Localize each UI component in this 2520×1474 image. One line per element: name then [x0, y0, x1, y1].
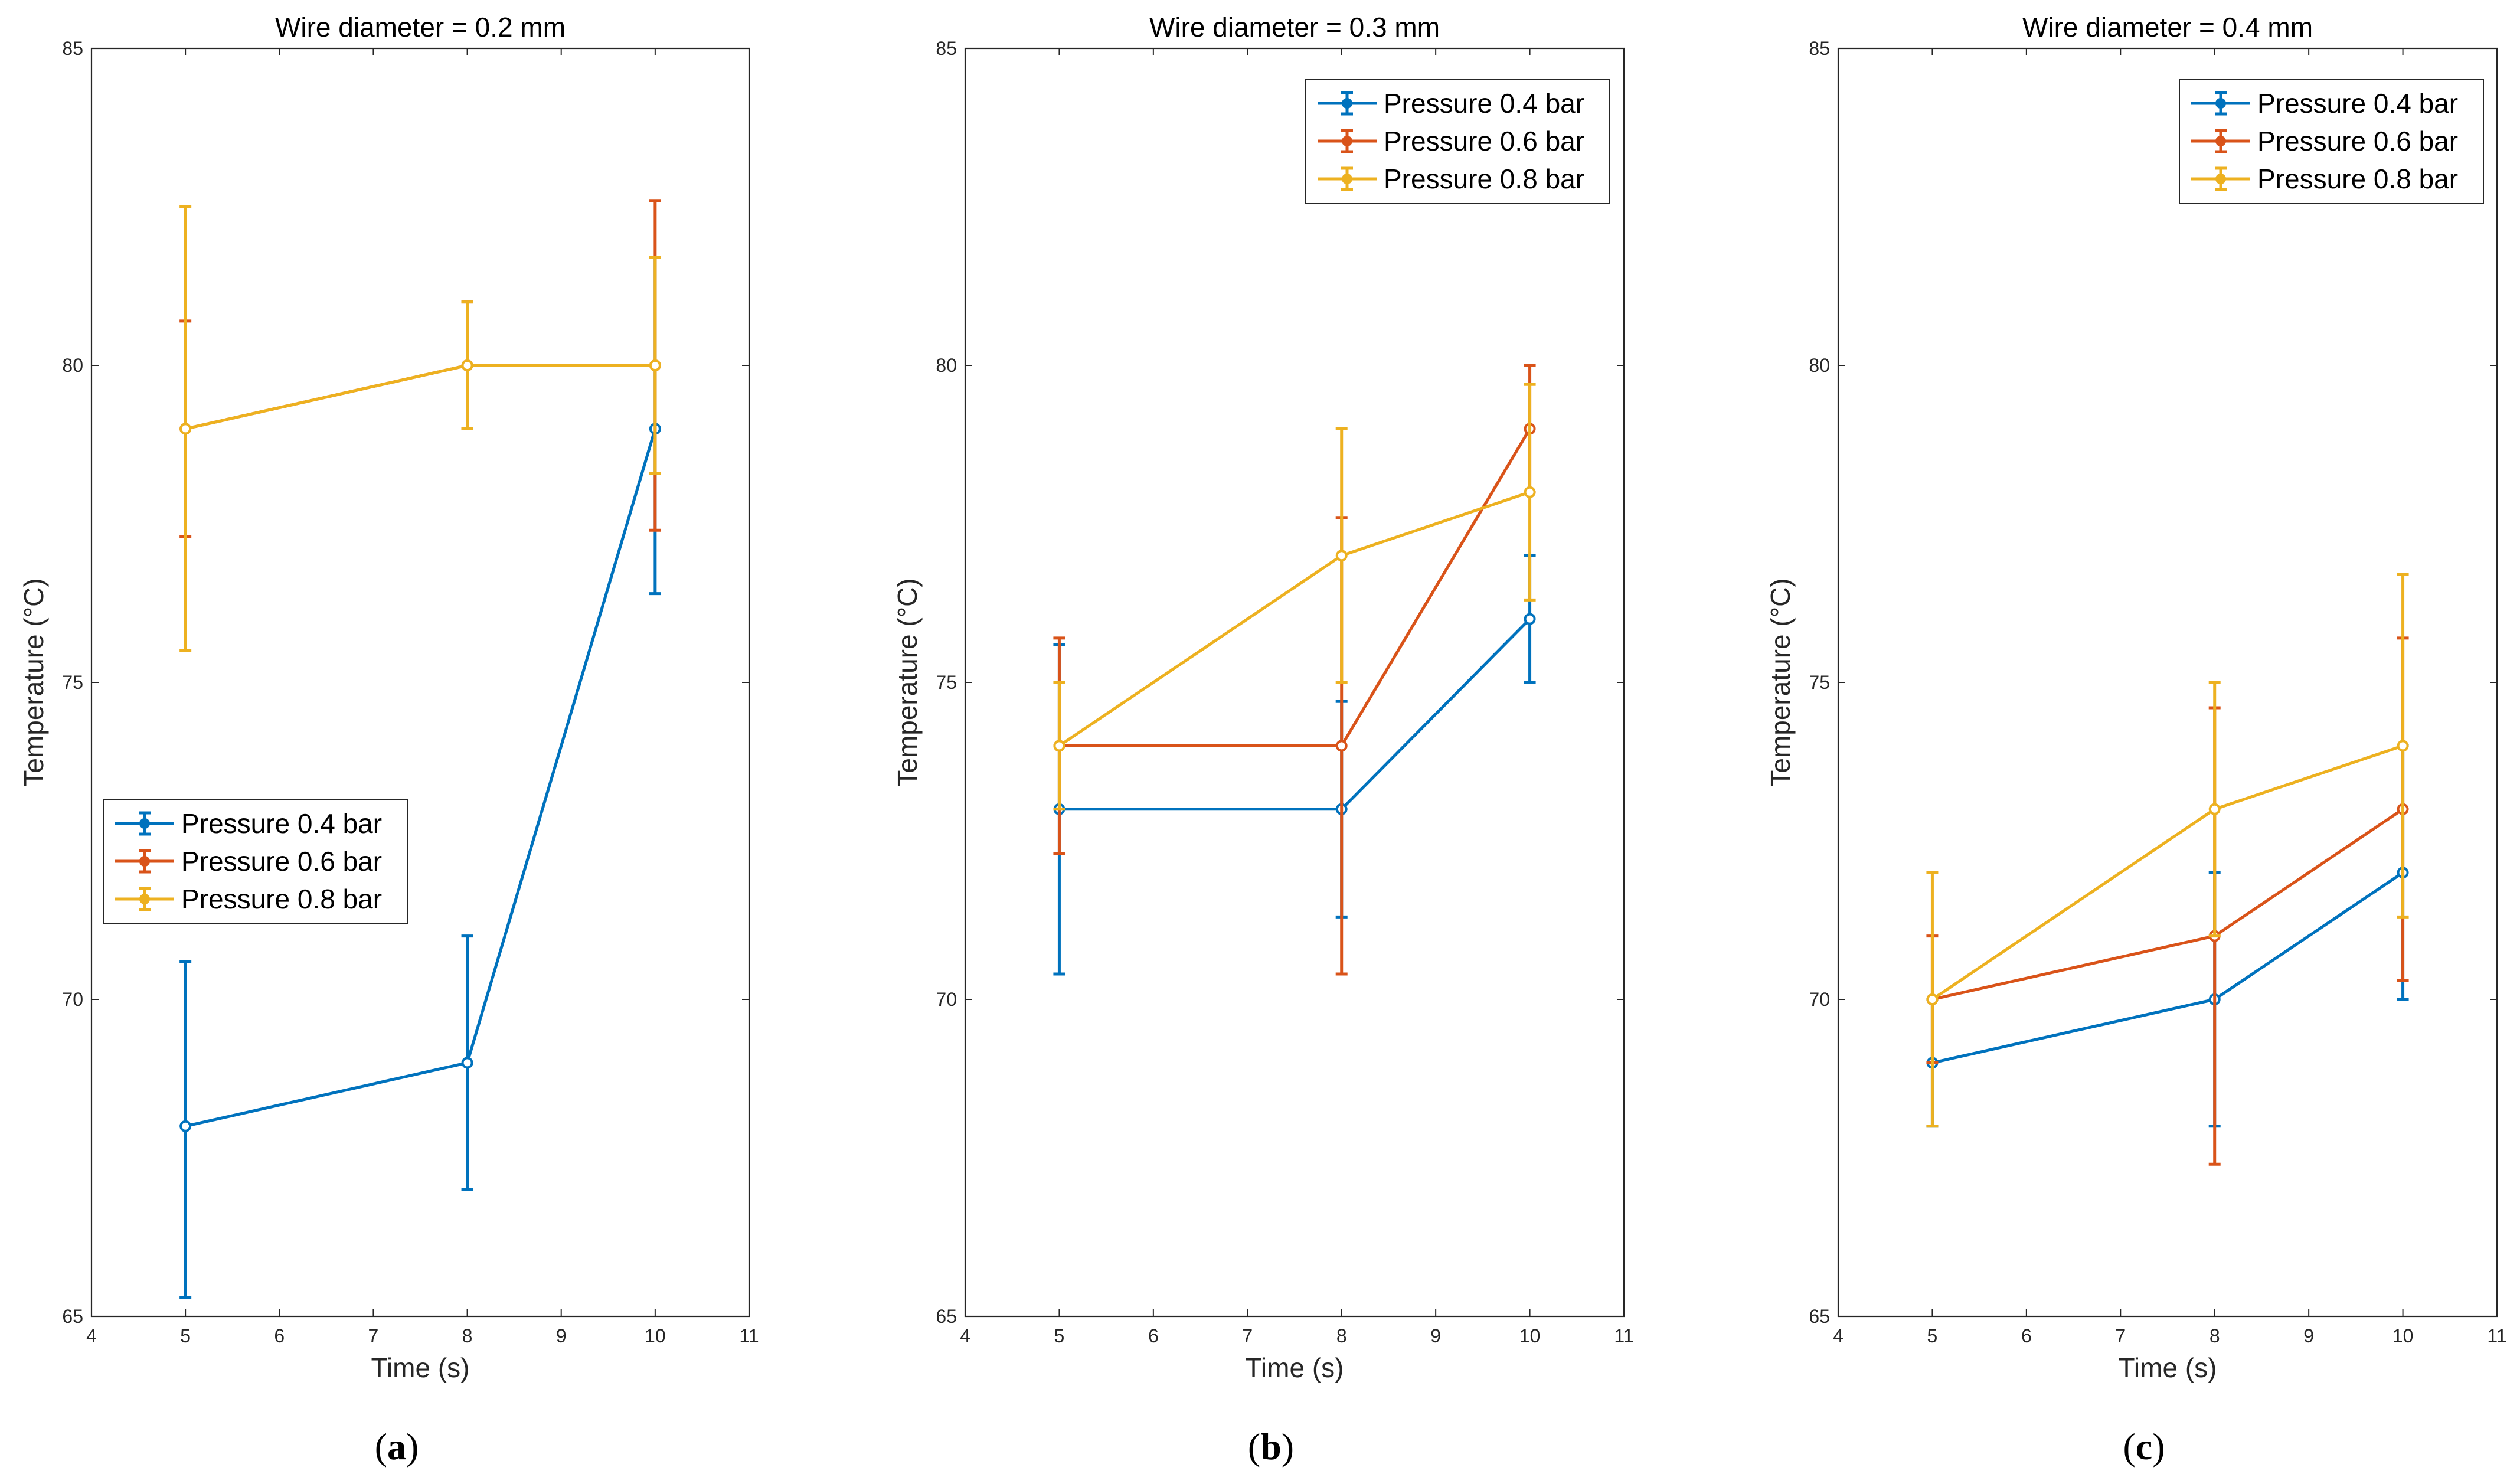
- x-tick-label: 10: [645, 1325, 666, 1346]
- legend-entry-label: Pressure 0.6 bar: [2257, 126, 2458, 156]
- x-tick-label: 8: [462, 1325, 473, 1346]
- panel-letter: (c): [2123, 1426, 2165, 1468]
- x-tick-label: 4: [960, 1325, 970, 1346]
- y-tick-label: 85: [936, 38, 957, 59]
- series-2: [1926, 573, 2409, 1128]
- x-axis-label: Time (s): [2119, 1352, 2217, 1383]
- y-tick-label: 80: [936, 355, 957, 376]
- x-tick-label: 5: [180, 1325, 191, 1346]
- legend-swatch-marker: [139, 818, 150, 829]
- y-tick-label: 70: [1809, 989, 1830, 1010]
- legend-box: [1305, 79, 1610, 204]
- x-tick-label: 9: [556, 1325, 567, 1346]
- y-tick-label: 75: [62, 672, 83, 693]
- data-point: [1524, 486, 1536, 498]
- y-tick-label: 70: [936, 989, 957, 1010]
- y-axis-label: Temperature (°C): [18, 578, 49, 786]
- x-axis-label: Time (s): [371, 1352, 470, 1383]
- plot-area: [964, 47, 1625, 1318]
- x-tick-label: 7: [1242, 1325, 1253, 1346]
- data-point: [461, 359, 473, 371]
- y-tick-label: 80: [62, 355, 83, 376]
- chart-title: Wire diameter = 0.2 mm: [275, 12, 566, 43]
- x-tick-label: 8: [1336, 1325, 1347, 1346]
- x-tick-label: 11: [739, 1325, 759, 1346]
- legend: Pressure 0.4 bar Pressure 0.6 bar Pressure…: [2179, 79, 2484, 204]
- data-point: [2208, 803, 2221, 815]
- data-point: [1053, 740, 1065, 752]
- legend: Pressure 0.4 bar Pressure 0.6 bar Pressure…: [103, 799, 408, 924]
- data-point: [1524, 613, 1536, 625]
- y-axis-label: Temperature (°C): [892, 578, 923, 786]
- data-point: [179, 423, 192, 435]
- x-tick-label: 8: [2210, 1325, 2220, 1346]
- legend: Pressure 0.4 bar Pressure 0.6 bar Pressure…: [1305, 79, 1610, 204]
- x-tick-label: 6: [1148, 1325, 1159, 1346]
- legend-entry-label: Pressure 0.4 bar: [2257, 88, 2458, 119]
- x-axis-label: Time (s): [1246, 1352, 1344, 1383]
- legend-entry-label: Pressure 0.8 bar: [181, 884, 382, 914]
- y-tick-label: 80: [1809, 355, 1830, 376]
- y-tick-label: 65: [1809, 1306, 1830, 1327]
- data-point: [1335, 740, 1348, 752]
- legend-swatch-marker: [1342, 174, 1352, 184]
- data-point: [1926, 993, 1939, 1005]
- x-tick-label: 6: [274, 1325, 285, 1346]
- x-tick-label: 7: [368, 1325, 379, 1346]
- legend-swatch-marker: [1342, 136, 1352, 146]
- legend-entry-label: Pressure 0.6 bar: [1384, 126, 1584, 156]
- legend-entry-label: Pressure 0.8 bar: [2257, 164, 2458, 194]
- x-tick-label: 6: [2021, 1325, 2032, 1346]
- data-point: [649, 359, 661, 371]
- y-tick-label: 70: [62, 989, 83, 1010]
- y-tick-label: 75: [936, 672, 957, 693]
- legend-entry-label: Pressure 0.8 bar: [1384, 164, 1584, 194]
- data-point: [461, 1057, 473, 1069]
- data-point: [2397, 740, 2409, 752]
- chart-title: Wire diameter = 0.3 mm: [1149, 12, 1440, 43]
- chart-panel-a: 4 5 6 7 8 9 10 11 65 70 75 80 85 Wire diameter = 0.2 …: [18, 12, 759, 1468]
- x-tick-label: 5: [1927, 1325, 1938, 1346]
- plot-area: [90, 47, 750, 1318]
- y-tick-label: 75: [1809, 672, 1830, 693]
- legend-swatch-marker: [139, 856, 150, 867]
- x-tick-label: 9: [2303, 1325, 2314, 1346]
- series-2: [1053, 383, 1536, 811]
- series-2: [179, 205, 661, 652]
- y-tick-label: 85: [62, 38, 83, 59]
- data-point: [1335, 550, 1348, 562]
- x-tick-label: 4: [1833, 1325, 1844, 1346]
- x-tick-label: 10: [2392, 1325, 2414, 1346]
- legend-swatch-marker: [1342, 98, 1352, 109]
- y-axis-label: Temperature (°C): [1765, 578, 1796, 786]
- legend-entry-label: Pressure 0.6 bar: [181, 846, 382, 877]
- legend-swatch-marker: [139, 894, 150, 904]
- y-tick-label: 65: [936, 1306, 957, 1327]
- legend-swatch-marker: [2215, 174, 2226, 184]
- chart-title: Wire diameter = 0.4 mm: [2022, 12, 2313, 43]
- chart-panel-c: 4 5 6 7 8 9 10 11 65 70 75 80 85 Wire diameter = 0.4 …: [1765, 12, 2507, 1468]
- x-tick-label: 4: [86, 1325, 97, 1346]
- x-tick-label: 5: [1054, 1325, 1065, 1346]
- y-tick-label: 65: [62, 1306, 83, 1327]
- x-tick-label: 10: [1519, 1325, 1541, 1346]
- panel-letter: (b): [1248, 1426, 1294, 1468]
- data-point: [179, 1120, 192, 1132]
- legend-swatch-marker: [2215, 98, 2226, 109]
- x-tick-label: 11: [2487, 1325, 2506, 1346]
- legend-swatch-marker: [2215, 136, 2226, 146]
- legend-entry-label: Pressure 0.4 bar: [181, 808, 382, 839]
- x-tick-label: 9: [1430, 1325, 1441, 1346]
- y-tick-label: 85: [1809, 38, 1830, 59]
- panel-letter: (a): [375, 1426, 419, 1468]
- x-tick-label: 11: [1614, 1325, 1633, 1346]
- chart-panel-b: 4 5 6 7 8 9 10 11 65 70 75 80 85 Wire diameter = 0.3 …: [892, 12, 1634, 1468]
- legend-entry-label: Pressure 0.4 bar: [1384, 88, 1584, 119]
- x-tick-label: 7: [2115, 1325, 2126, 1346]
